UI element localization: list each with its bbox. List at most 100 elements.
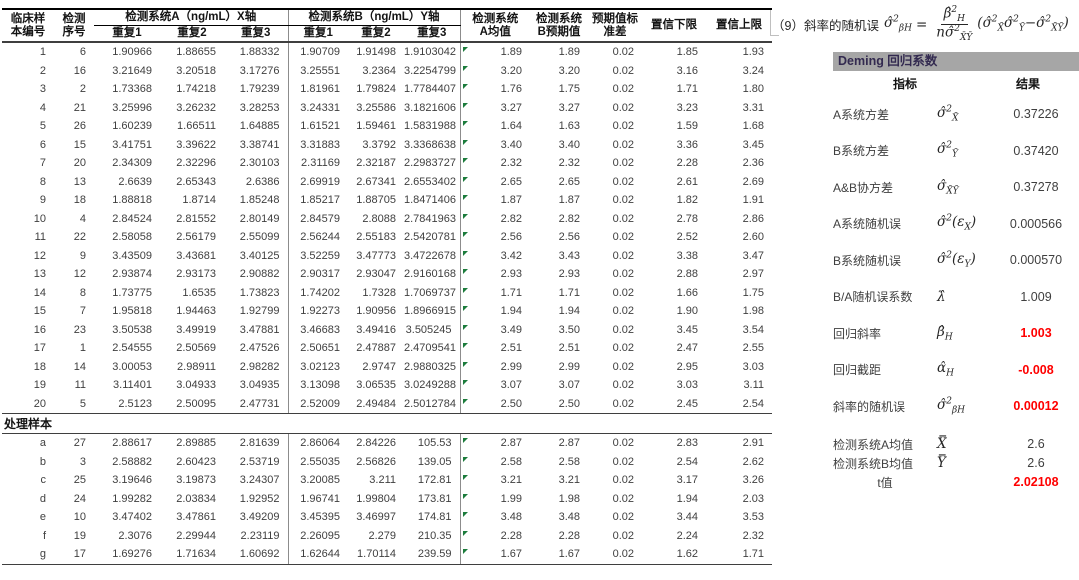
table-cell[interactable]: 1.85248 [224,191,289,210]
table-cell[interactable]: 2.82 [558,212,581,225]
table-cell[interactable]: 3.41751 [112,138,152,151]
table-cell[interactable]: 1.90709 [300,46,340,59]
table-cell[interactable]: 3.3368638 [404,135,461,155]
table-cell[interactable]: 2.81639 [224,433,289,453]
table-cell[interactable]: 2.50095 [160,394,224,415]
table-cell[interactable]: 3.17 [676,474,699,487]
table-cell[interactable]: 3.2364 [362,64,396,77]
table-cell[interactable]: 3.505245 [404,320,461,340]
table-cell[interactable]: 2.54 [676,455,699,468]
header-a-rep1[interactable]: 重复1 [94,25,160,44]
table-cell[interactable]: 2.62 [742,455,765,468]
table-cell[interactable]: 0.02 [612,64,635,77]
table-cell[interactable]: 3.02123 [300,360,340,373]
table-cell[interactable]: 2.7841963 [404,209,461,229]
table-cell[interactable]: 0.02 [588,394,643,415]
table-cell[interactable]: e [39,511,46,524]
table-cell[interactable]: 3.40125 [224,246,289,266]
panel-row[interactable]: B系统随机误 σ̂2(εY) 0.000570 [833,242,1079,279]
table-cell[interactable]: 1.70114 [348,545,404,565]
table-cell[interactable]: 17 [33,342,46,355]
table-cell[interactable]: 2.03 [742,492,765,505]
table-cell[interactable]: 2.50 [460,394,531,415]
table-cell[interactable]: 3.46683 [300,323,340,336]
table-cell[interactable]: 2.279 [368,529,396,542]
table-cell[interactable]: 1.85217 [300,194,340,207]
table-cell[interactable]: 3.45 [742,138,765,151]
table-cell[interactable]: 2.84524 [112,212,152,225]
table-cell[interactable]: 2.86 [742,212,765,225]
table-cell[interactable]: 1.75 [742,286,765,299]
table-cell[interactable]: 3.24331 [300,101,340,114]
table-cell[interactable]: 3.47 [742,249,765,262]
table-cell[interactable]: 1.60692 [224,545,289,565]
table-cell[interactable]: 1.8714 [182,194,216,207]
table-cell[interactable]: 0.02 [612,249,635,262]
table-cell[interactable]: 4 [39,101,46,114]
table-cell[interactable]: 3.47861 [176,511,216,524]
table-cell[interactable]: 173.81 [404,489,461,509]
table-cell[interactable]: 2.9880325 [404,357,461,377]
table-cell[interactable]: 2.26095 [300,529,340,542]
table-cell[interactable]: 8 [39,175,46,188]
table-cell[interactable]: 3.38741 [224,135,289,155]
table-cell[interactable]: 3.36 [676,138,699,151]
table-cell[interactable]: 2.61 [676,175,699,188]
table-cell[interactable]: 2.28 [676,157,699,170]
table-cell[interactable]: 210.35 [404,526,461,546]
section-label[interactable]: 处理样本 [2,413,773,435]
table-cell[interactable]: 2.88617 [112,437,152,450]
header-b-rep1[interactable]: 重复1 [288,25,348,44]
table-cell[interactable]: 3.28253 [224,98,289,118]
table-cell[interactable]: 1.5831988 [404,117,461,136]
table-cell[interactable]: 1.59461 [356,120,396,133]
table-cell[interactable]: 1.95818 [112,305,152,318]
table-cell[interactable]: 16 [73,64,86,77]
table-cell[interactable]: 2.83 [676,437,699,450]
table-cell[interactable]: 2.84226 [356,437,396,450]
table-cell[interactable]: 2.60423 [176,455,216,468]
table-cell[interactable]: 2.99 [558,360,581,373]
table-cell[interactable]: 0.02 [612,231,635,244]
table-cell[interactable]: 105.53 [404,433,461,453]
table-cell[interactable]: 0.02 [612,305,635,318]
table-cell[interactable]: 2.6553402 [404,172,461,192]
table-cell[interactable]: 2.34309 [112,157,152,170]
table-cell[interactable]: 139.05 [404,452,461,472]
table-cell[interactable]: 1.94463 [176,305,216,318]
table-cell[interactable]: 1.87 [460,191,530,210]
table-cell[interactable]: 2.3076 [118,529,152,542]
table-cell[interactable]: 3.27 [460,99,530,118]
table-cell[interactable]: 2.98911 [177,360,216,373]
table-cell[interactable]: 2.93047 [356,268,396,281]
header-system-a-group[interactable]: 检测系统A（ng/mL）X轴 [94,8,289,27]
table-cell[interactable]: 1.67 [460,545,531,565]
table-cell[interactable]: 0.02 [588,545,643,565]
table-cell[interactable]: 3.44 [676,511,699,524]
table-cell[interactable]: 2.56 [558,231,581,244]
table-cell[interactable]: 2.32 [742,529,765,542]
table-cell[interactable]: 1.73775 [112,286,152,299]
table-cell[interactable]: 1.96741 [300,492,340,505]
table-cell[interactable]: 1.63 [558,120,581,133]
table-cell[interactable]: 3.43509 [112,249,152,262]
table-cell[interactable]: 5 [39,120,46,133]
table-cell[interactable]: a [39,437,46,450]
table-cell[interactable]: 22 [73,231,86,244]
table-cell[interactable]: 3.21649 [112,64,152,77]
table-cell[interactable]: 1.6535 [182,286,216,299]
table-cell[interactable]: 2.31169 [301,157,340,170]
table-cell[interactable]: 1.66 [676,286,699,299]
table-cell[interactable]: 2.51 [460,339,530,358]
table-cell[interactable]: 1.88705 [356,194,396,207]
table-cell[interactable]: 3.23 [676,101,699,114]
table-cell[interactable]: 2.60 [742,231,765,244]
table-cell[interactable]: 1.73823 [224,283,289,303]
table-cell[interactable]: 1.92799 [224,302,289,321]
table-cell[interactable]: 2.36 [742,157,765,170]
table-cell[interactable]: 2.5420781 [404,228,461,247]
table-cell[interactable]: 20 [73,157,86,170]
table-cell[interactable]: 2.5123 [94,394,160,415]
table-cell[interactable]: 1.98 [558,492,581,505]
table-cell[interactable]: 2.50569 [176,342,216,355]
